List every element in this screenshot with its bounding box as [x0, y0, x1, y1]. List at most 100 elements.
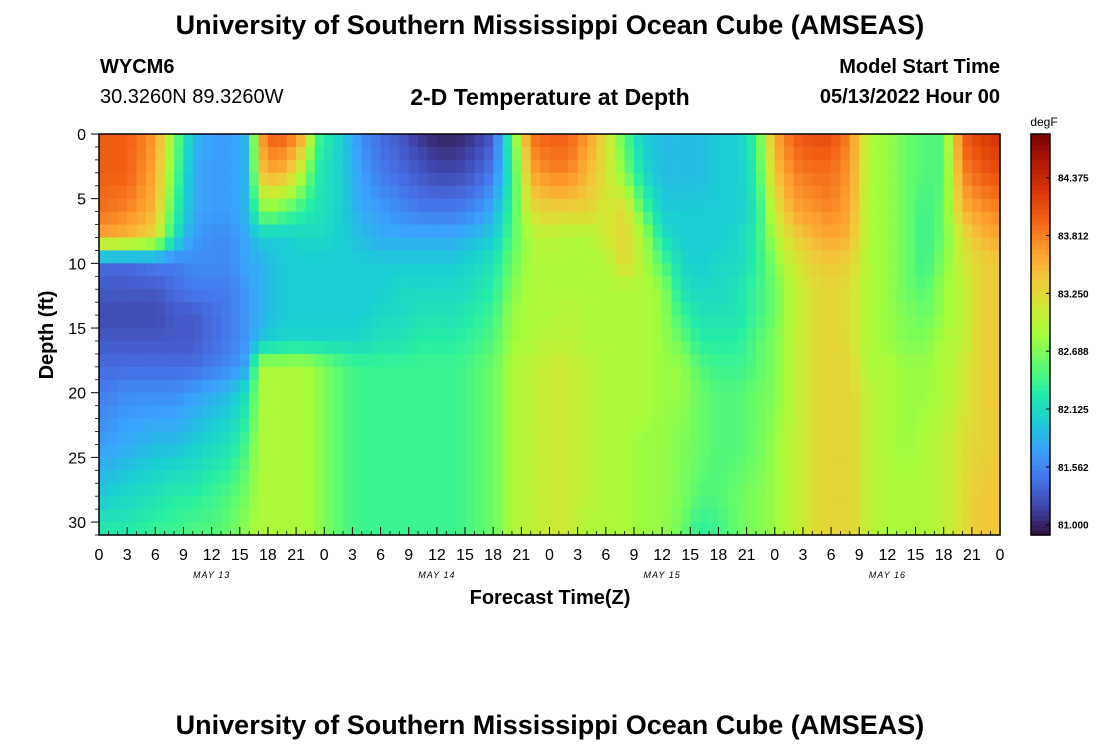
heatmap-cell [211, 418, 222, 433]
heatmap-cell [568, 444, 579, 458]
heatmap-cell [352, 379, 363, 394]
heatmap-cell [774, 185, 785, 200]
heatmap-cell [784, 418, 795, 433]
heatmap-cell [493, 418, 504, 433]
heatmap-cell [145, 185, 156, 200]
heatmap-cell [446, 379, 457, 394]
heatmap-cell [249, 250, 260, 264]
heatmap-cell [305, 379, 316, 394]
heatmap-cell [324, 237, 335, 252]
heatmap-cell [587, 237, 598, 252]
heatmap-cell [465, 522, 476, 536]
heatmap-cell [812, 276, 823, 290]
heatmap-cell [643, 470, 654, 484]
heatmap-cell [221, 198, 231, 213]
heatmap-cell [859, 522, 870, 536]
heatmap-cell [746, 522, 757, 536]
heatmap-cell [587, 185, 598, 200]
heatmap-cell [249, 211, 260, 226]
heatmap-cell [296, 366, 307, 381]
heatmap-cell [812, 340, 823, 355]
heatmap-cell [324, 211, 335, 226]
heatmap-cell [624, 470, 635, 484]
colorbar-tick-label: 82.688 [1058, 347, 1089, 358]
heatmap-cell [333, 509, 344, 523]
heatmap-cell [840, 340, 851, 355]
heatmap-cell [371, 224, 382, 239]
heatmap-cell [540, 379, 551, 394]
heatmap-cell [793, 483, 804, 497]
heatmap-cell [211, 340, 222, 355]
heatmap-cell [633, 470, 644, 484]
heatmap-cell [615, 211, 626, 226]
heatmap-cell [483, 263, 494, 277]
heatmap-cell [812, 431, 823, 446]
heatmap-cell [361, 379, 372, 394]
heatmap-cell [643, 276, 654, 290]
heatmap-cell [568, 392, 579, 407]
heatmap-cell [671, 405, 682, 420]
heatmap-cell [821, 392, 832, 407]
heatmap-cell [793, 159, 804, 174]
heatmap-cell [568, 315, 579, 329]
heatmap-cell [577, 146, 588, 161]
heatmap-cell [962, 302, 973, 316]
heatmap-cell [680, 250, 691, 264]
heatmap-cell [333, 315, 344, 329]
heatmap-cell [690, 134, 701, 148]
heatmap-cell [887, 185, 898, 200]
heatmap-cell [286, 263, 297, 277]
heatmap-cell [680, 431, 691, 446]
heatmap-cell [521, 509, 532, 523]
heatmap-cell [221, 250, 231, 264]
heatmap-cell [868, 172, 879, 187]
heatmap-cell [511, 250, 522, 264]
heatmap-cell [314, 366, 325, 381]
heatmap-cell [530, 418, 541, 433]
heatmap-cell [502, 250, 513, 264]
heatmap-cell [324, 134, 335, 148]
heatmap-cell [755, 146, 766, 161]
heatmap-cell [455, 405, 466, 420]
heatmap-cell [249, 483, 260, 497]
heatmap-cell [906, 159, 917, 174]
heatmap-cell [333, 185, 344, 200]
heatmap-cell [915, 366, 926, 381]
heatmap-cell [361, 444, 372, 458]
heatmap-cell [915, 509, 926, 523]
heatmap-cell [662, 509, 673, 523]
heatmap-cell [286, 496, 297, 510]
heatmap-cell [155, 366, 166, 381]
heatmap-cell [174, 483, 185, 497]
heatmap-cell [624, 315, 635, 329]
heatmap-cell [483, 302, 494, 316]
heatmap-cell [324, 431, 335, 446]
heatmap-cell [117, 263, 128, 277]
heatmap-cell [652, 470, 663, 484]
heatmap-cell [981, 237, 992, 252]
heatmap-cell [915, 276, 926, 290]
heatmap-cell [737, 431, 748, 446]
heatmap-cell [380, 444, 391, 458]
heatmap-cell [971, 457, 982, 471]
heatmap-cell [971, 146, 982, 161]
heatmap-cell [577, 340, 588, 355]
heatmap-cell [671, 509, 682, 523]
heatmap-cell [821, 302, 832, 316]
heatmap-cell [802, 340, 813, 355]
heatmap-cell [953, 263, 964, 277]
heatmap-cell [333, 159, 344, 174]
heatmap-cell [164, 470, 175, 484]
heatmap-cell [99, 470, 109, 484]
heatmap-cell [418, 444, 429, 458]
heatmap-cell [558, 250, 569, 264]
heatmap-cell [446, 211, 457, 226]
heatmap-cell [99, 237, 109, 252]
heatmap-cell [831, 185, 842, 200]
heatmap-cell [446, 172, 457, 187]
heatmap-cell [746, 509, 757, 523]
heatmap-cell [718, 366, 729, 381]
heatmap-cell [493, 146, 504, 161]
heatmap-cell [483, 470, 494, 484]
heatmap-cell [577, 302, 588, 316]
